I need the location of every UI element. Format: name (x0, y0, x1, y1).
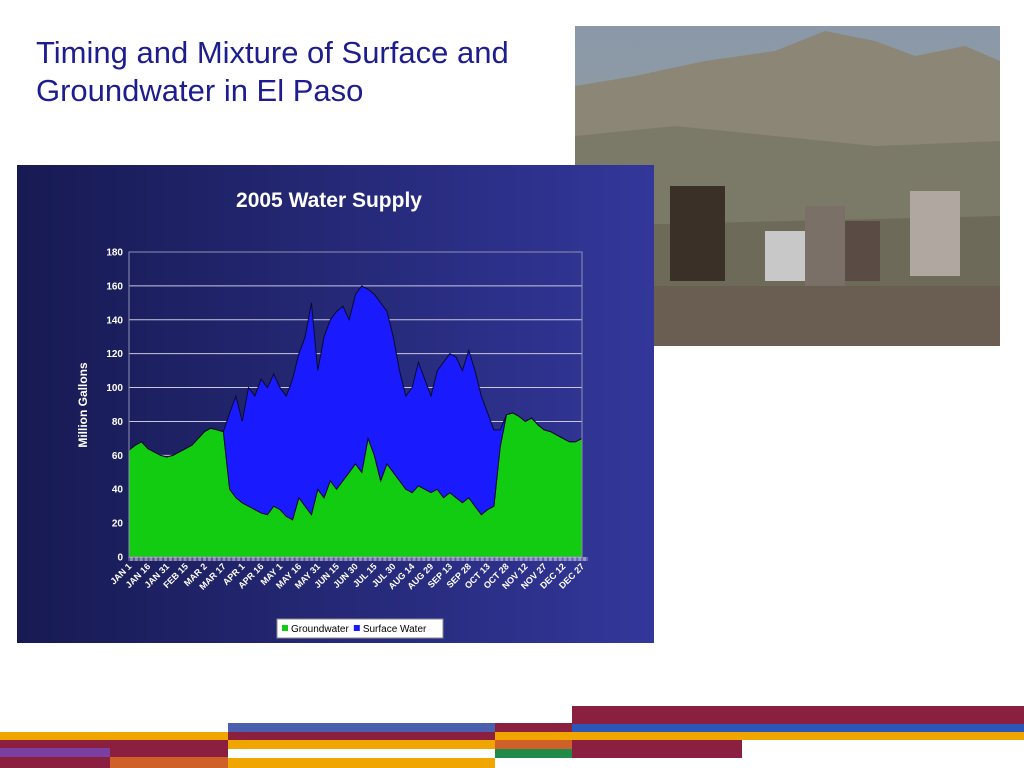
y-tick-label: 20 (112, 519, 124, 530)
y-tick-label: 160 (106, 281, 123, 292)
y-axis-label: Million Gallons (76, 362, 90, 448)
y-tick-label: 60 (112, 451, 124, 462)
legend-label: Groundwater (291, 624, 349, 635)
legend-swatch (353, 625, 360, 631)
y-tick-label: 80 (112, 417, 124, 428)
legend-label: Surface Water (363, 624, 427, 635)
chart-title: 2005 Water Supply (236, 189, 422, 212)
legend-box (276, 618, 444, 639)
legend: Groundwater Surface Water (276, 618, 444, 639)
decor-bars (0, 706, 1024, 768)
y-tick-label: 180 (106, 248, 123, 259)
slide-title: Timing and Mixture of Surface and Ground… (36, 35, 509, 108)
y-tick-label: 120 (106, 349, 123, 360)
y-tick-label: 140 (106, 315, 123, 326)
legend-swatch (282, 625, 288, 631)
city-photo (575, 26, 1000, 346)
chart: 2005 Water Supply Million Gallons 0 20 40 6… (17, 165, 654, 643)
y-tick-label: 40 (112, 485, 124, 496)
y-tick-label: 100 (106, 383, 123, 394)
y-tick-label: 0 (117, 553, 123, 564)
